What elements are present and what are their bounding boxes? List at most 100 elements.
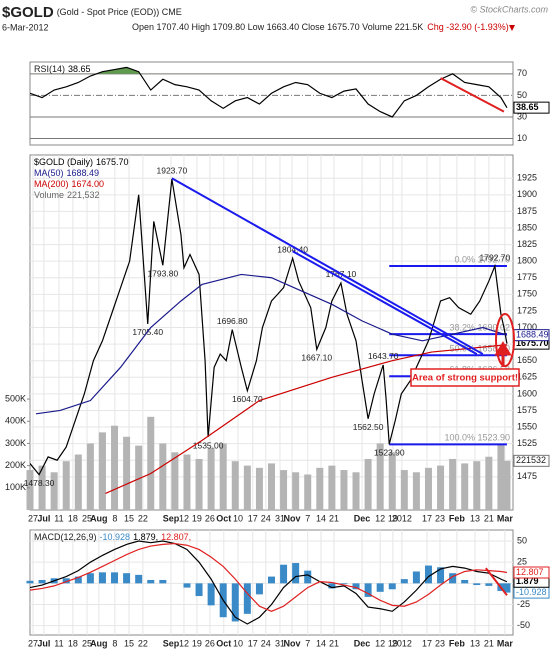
value-label: 1562.50 [353, 422, 384, 432]
volume-bar [219, 443, 227, 510]
value-label: 1667.10 [301, 353, 332, 363]
x-tick-label: 23 [435, 513, 445, 523]
histogram-bar [412, 571, 420, 584]
volume-bar [255, 467, 263, 510]
x-tick-label: 27 [28, 638, 38, 648]
histogram-bar [304, 570, 312, 584]
description: (Gold - Spot Price (EOD)) CME [57, 7, 182, 17]
x-tick-label: 21 [329, 638, 339, 648]
annotation-text: Area of strong support! [412, 373, 518, 384]
y-tick-label: 1900 [517, 189, 537, 199]
volume-bar [328, 465, 336, 510]
x-tick-label: 19 [388, 513, 398, 523]
volume-bar [171, 452, 179, 510]
x-tick-label: 19 [192, 513, 202, 523]
value-label: 1478.30 [24, 478, 55, 488]
legend-title: RSI(14) [34, 64, 65, 74]
y-tick-label: 1650 [517, 355, 537, 365]
legend-entry: MA(200) 1674.00 [34, 179, 104, 189]
quote-line: Open 1707.40 High 1709.80 Low 1663.40 Cl… [132, 22, 509, 32]
trendline [440, 77, 505, 113]
volume-bar [147, 416, 155, 510]
x-tick-label: Aug [90, 513, 108, 523]
y-tick-label: 50 [517, 90, 527, 100]
y-tick-label: 1825 [517, 239, 537, 249]
value-label: 1535.00 [193, 440, 224, 450]
x-tick-label: 17 [422, 513, 432, 523]
y-tick-label: 25 [517, 557, 527, 567]
histogram-bar [255, 583, 263, 595]
x-tick-label: Jul [37, 638, 50, 648]
histogram-bar [461, 579, 469, 584]
histogram-bar [207, 583, 215, 606]
value-label: 1643.70 [368, 351, 399, 361]
histogram-bar [292, 563, 300, 584]
histogram-bar [503, 583, 511, 593]
x-tick-label: 26 [205, 638, 215, 648]
volume-bar [503, 460, 511, 510]
support-annotation: Area of strong support! [410, 313, 520, 387]
x-tick-label: 19 [388, 638, 398, 648]
histogram-bar [473, 583, 481, 586]
volume-bar [280, 470, 288, 510]
x-tick-label: Aug [90, 638, 108, 648]
histogram-bar [437, 567, 445, 584]
y-tick-label: 1725 [517, 305, 537, 315]
x-tick-label: 18 [68, 638, 78, 648]
histogram-bar [280, 564, 288, 584]
x-tick-label: 7 [305, 638, 310, 648]
histogram-bar [74, 576, 82, 584]
histogram-bar [340, 583, 348, 585]
volume-bar [159, 443, 167, 510]
fib-label: 100.0% 1523.90 [444, 433, 510, 443]
histogram-bar [485, 583, 493, 586]
value-label: 1792.70 [480, 252, 511, 262]
series-line [30, 540, 508, 625]
trendline [171, 177, 484, 355]
volume-bar [26, 470, 34, 510]
legend-value: 1674.00 [72, 179, 105, 189]
volume-bar [449, 458, 457, 510]
histogram-bar [231, 583, 239, 622]
legend-name: MA(50) [34, 168, 64, 178]
x-tick-label: Dec [354, 638, 371, 648]
volume-bar [231, 461, 239, 510]
x-tick-label: 12 [179, 513, 189, 523]
value-label: 1696.80 [217, 316, 248, 326]
x-tick-label: 24 [261, 513, 271, 523]
histogram-bar [38, 579, 46, 584]
x-tick-label: 26 [205, 513, 215, 523]
value-label: 1923.70 [157, 165, 188, 175]
x-tick-label: 2012 [392, 638, 412, 648]
x-tick-label: 11 [54, 513, 63, 523]
x-tick-label: 13 [470, 513, 480, 523]
legend-entry: MA(50) 1688.49 [34, 168, 99, 178]
volume-bar [62, 461, 70, 510]
x-tick-label: 15 [124, 638, 134, 648]
y-tick-label: 70 [517, 68, 527, 78]
header-title: $GOLD (Gold - Spot Price (EOD)) CME [2, 4, 182, 21]
x-tick-label: 7 [305, 513, 310, 523]
volume-bar [74, 454, 82, 510]
x-tick-label: 21 [484, 513, 494, 523]
histogram-bar [328, 583, 336, 589]
volume-bar [461, 463, 469, 510]
legend-value: -10.928 [100, 532, 131, 542]
volume-bar [207, 447, 215, 510]
x-tick-label: 8 [112, 513, 117, 523]
histogram-bar [449, 573, 457, 584]
x-tick-label: 31 [275, 513, 285, 523]
volume-bar [195, 458, 203, 510]
down-arrow [509, 25, 515, 31]
volume-bar [292, 472, 300, 510]
volume-bar [400, 470, 408, 510]
volume-bar [437, 465, 445, 510]
x-tick-label: Oct [216, 638, 231, 648]
y-tick-label: 1800 [517, 256, 537, 266]
volume-bar [268, 463, 275, 510]
support-arrow [494, 341, 512, 367]
volume-bar [86, 443, 94, 510]
volume-bar [111, 425, 119, 510]
x-tick-label: 2012 [392, 513, 412, 523]
